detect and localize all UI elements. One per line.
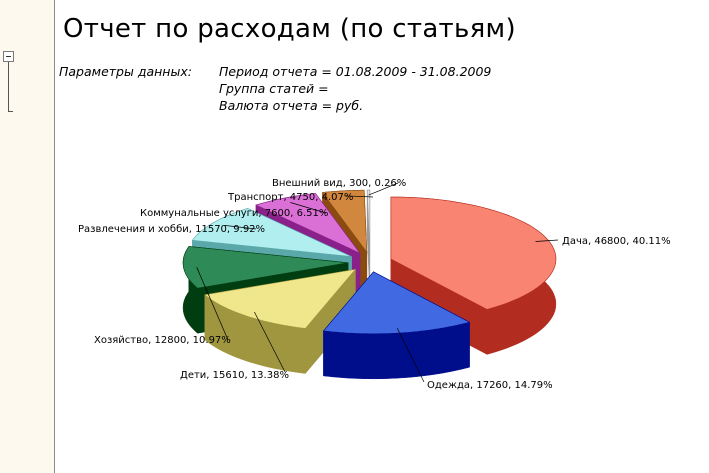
- leader-line: [254, 311, 286, 373]
- outline-gutter: [0, 0, 55, 473]
- data-label: Хозяйство, 12800, 10.97%: [94, 335, 231, 346]
- params-label: Параметры данных:: [59, 64, 192, 79]
- leader-line: [345, 195, 374, 198]
- leader-line: [396, 327, 425, 383]
- pie-slice: [204, 268, 357, 375]
- data-label: Дети, 15610, 13.38%: [180, 370, 289, 381]
- leader-line: [368, 182, 399, 196]
- group-bracket-line: [8, 62, 13, 112]
- report-title: Отчет по расходам (по статьям): [63, 14, 516, 44]
- data-label: Коммунальные услуги, 7600, 6.51%: [140, 208, 328, 219]
- leader-line: [290, 202, 327, 214]
- data-label: Развлечения и хобби, 11570, 9.92%: [78, 224, 265, 235]
- data-label: Транспорт, 4750, 4.07%: [227, 192, 353, 203]
- leader-line: [535, 239, 559, 242]
- leader-line: [224, 225, 257, 230]
- param-group: Группа статей =: [219, 81, 329, 96]
- param-currency: Валюта отчета = руб.: [219, 98, 364, 113]
- data-label: Внешний вид, 300, 0.26%: [272, 178, 406, 189]
- minus-box-icon[interactable]: [3, 51, 14, 62]
- data-label: Одежда, 17260, 14.79%: [427, 380, 553, 391]
- data-label: Дача, 46800, 40.11%: [562, 236, 671, 247]
- pie-slice: [322, 271, 471, 380]
- param-period: Период отчета = 01.08.2009 - 31.08.2009: [219, 64, 492, 79]
- leader-line: [196, 267, 229, 341]
